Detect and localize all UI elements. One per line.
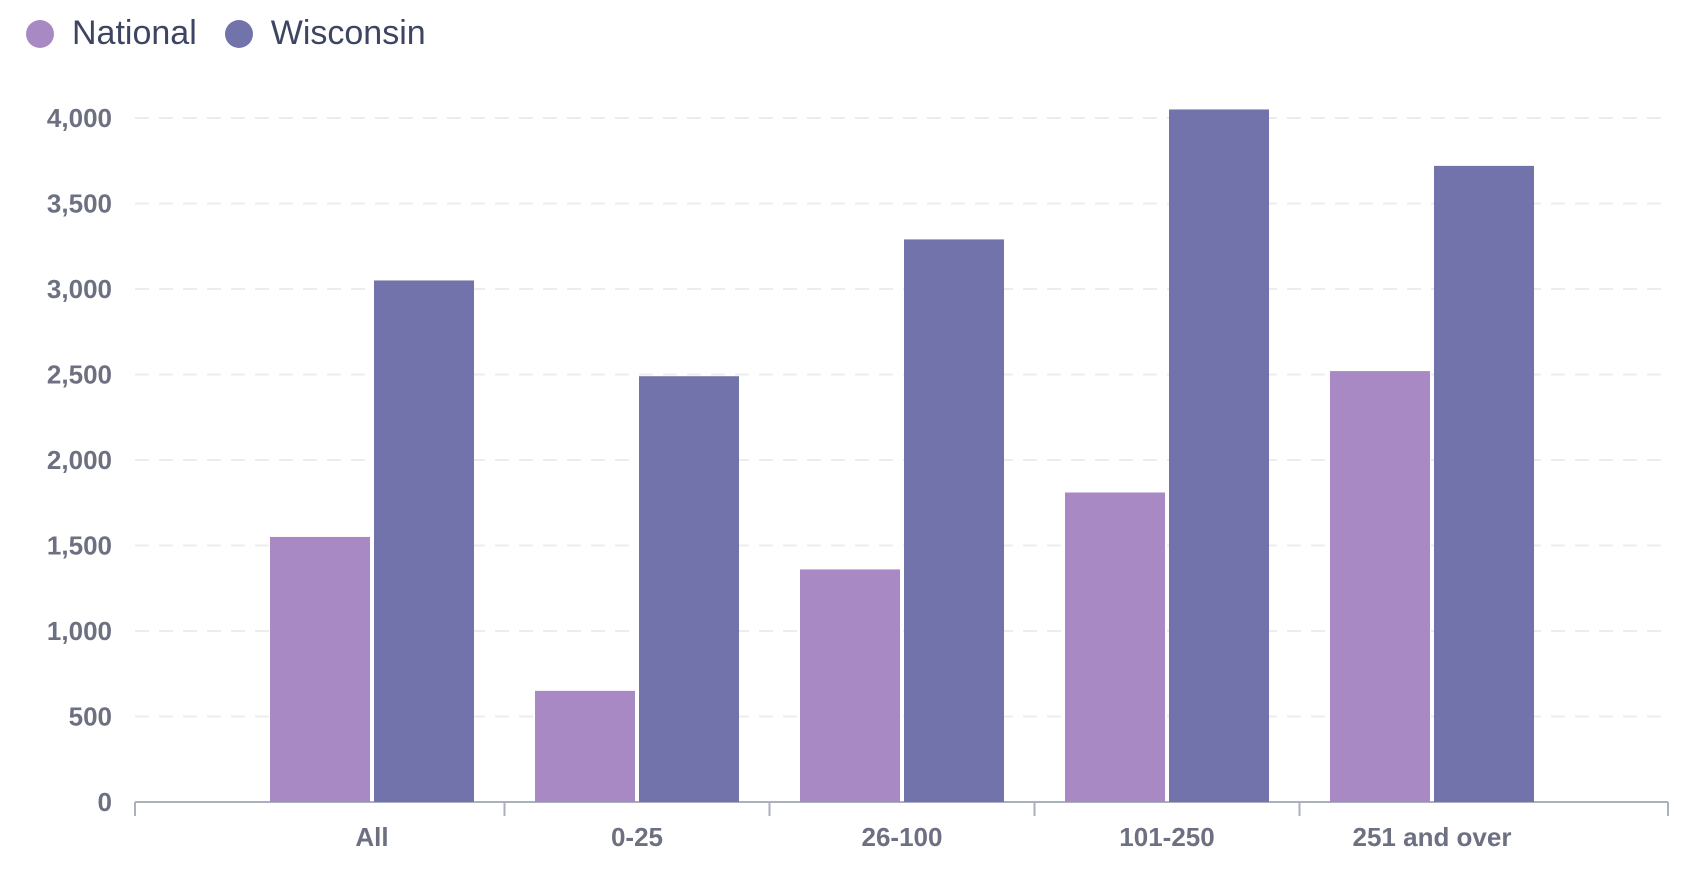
legend-dot-wisconsin [224,19,253,48]
bar-wisconsin-2 [904,239,1004,802]
y-tick-label: 0 [98,787,112,817]
legend-label-national: National [72,14,197,52]
bar-national-2 [800,569,900,802]
legend-label-wisconsin: Wisconsin [270,14,426,52]
bar-national-3 [1065,492,1165,802]
bar-national-0 [270,536,370,802]
x-tick-label: 0-25 [611,822,663,852]
x-tick-label: All [355,822,388,852]
y-tick-label: 2,500 [47,360,112,390]
legend-dot-national [26,19,54,48]
bar-wisconsin-1 [639,376,739,802]
y-tick-label: 3,500 [47,189,112,219]
y-tick-label: 1,500 [47,531,112,561]
legend-item-national[interactable]: National [26,14,197,53]
y-tick-label: 3,000 [47,274,112,304]
y-tick-label: 1,000 [47,616,112,646]
y-tick-label: 500 [69,702,112,732]
legend-item-wisconsin[interactable]: Wisconsin [224,14,426,53]
bar-wisconsin-3 [1169,109,1269,802]
x-tick-label: 101-250 [1119,822,1214,852]
bar-national-1 [535,690,635,802]
x-tick-label: 251 and over [1353,822,1512,852]
x-tick-label: 26-100 [862,822,943,852]
bar-wisconsin-4 [1434,165,1534,802]
y-tick-label: 4,000 [47,103,112,133]
legend: National Wisconsin [26,14,454,53]
y-tick-label: 2,000 [47,445,112,475]
bar-wisconsin-0 [374,280,474,802]
bar-national-4 [1330,371,1430,802]
